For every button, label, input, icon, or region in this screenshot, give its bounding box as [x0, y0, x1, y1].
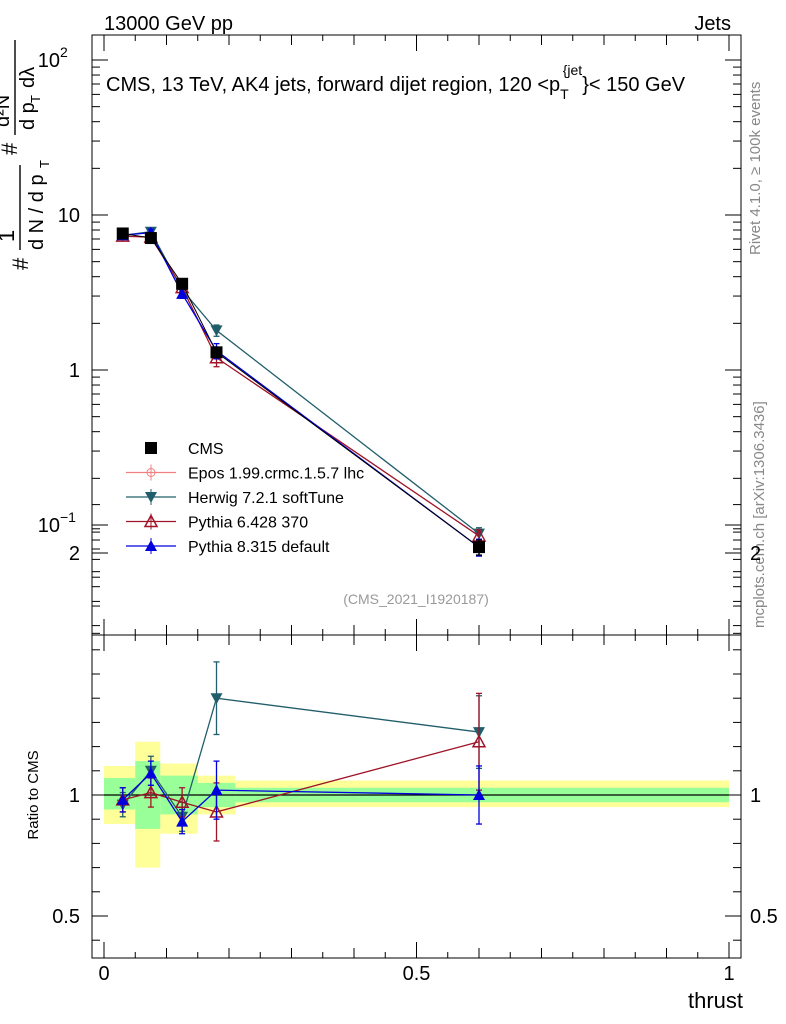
legend-label-pythia-8-315-default: Pythia 8.315 default — [188, 539, 330, 556]
point-cms — [116, 227, 129, 240]
analysis-id: (CMS_2021_I1920187) — [343, 591, 489, 607]
ratio-ytick-label-right: 0.5 — [750, 906, 778, 928]
point-pythia-8-315-default — [144, 767, 157, 779]
ratio-ytick-label: 2 — [69, 543, 80, 565]
point-pythia-8-315-default — [210, 784, 223, 796]
point-pythia-6-428-370 — [174, 794, 190, 809]
point-cms — [144, 232, 157, 245]
legend-marker-pythia-6-428-370 — [143, 513, 159, 528]
ylabel-one: 1 — [0, 230, 19, 242]
legend-marker-cms — [145, 442, 157, 454]
ratio-xtick-label: 0 — [98, 963, 109, 985]
point-pythia-8-315-default — [176, 287, 189, 299]
header-right: Jets — [694, 13, 731, 35]
main-ytick-label: 10 — [38, 50, 60, 72]
ratio-ticks: 0.5 0.5 1 1 2 2 0 0.5 1 — [52, 504, 778, 985]
ratio-xtick-label: 1 — [723, 963, 734, 985]
ylabel-T1: T — [37, 160, 52, 168]
ylabel-d2N: d²N — [0, 95, 14, 127]
ratio-series — [115, 661, 487, 842]
ratio-ytick-label-right: 1 — [750, 785, 761, 807]
ratio-ytick-label: 0.5 — [52, 906, 80, 928]
mcplots-label: mcplots.cern.ch [arXiv:1306.3436] — [751, 401, 768, 628]
x-axis-label: thrust — [688, 988, 743, 1013]
legend: CMS Epos 1.99.crmc.1.5.7 lhc Herwig 7.2.1 … — [126, 441, 364, 556]
legend-marker-pythia-8-315-default — [145, 540, 157, 551]
legend-label-pythia-6-428-370: Pythia 6.428 370 — [188, 515, 308, 532]
ylabel-hash-2: # — [0, 142, 22, 155]
ratio-ytick-label: 1 — [69, 785, 80, 807]
title-close: } — [582, 74, 589, 96]
point-pythia-6-428-370 — [143, 785, 159, 799]
legend-marker-epos-1-99-crmc-1-5-7-lhc — [145, 466, 157, 479]
point-herwig-7-2-1-softtune — [210, 325, 223, 337]
main-ytick-label: 10 — [38, 515, 60, 537]
rivet-label: Rivet 4.1.0, ≥ 100k events — [747, 82, 764, 255]
main-ylabel: # 1 d N / d p T # d²N d p T dλ — [0, 40, 52, 270]
main-ytick-label: 10 — [58, 205, 80, 227]
ratio-xtick-label: 0.5 — [403, 963, 431, 985]
point-pythia-6-428-370 — [471, 734, 487, 748]
ratio-panel: 0.5 0.5 1 1 2 2 0 0.5 1 Ratio to CMS thrust — [25, 504, 778, 1013]
point-herwig-7-2-1-softtune — [210, 693, 223, 705]
point-pythia-8-315-default — [473, 789, 485, 800]
main-ytick-label-exp: 2 — [60, 44, 68, 60]
point-cms — [176, 277, 189, 290]
legend-label-cms: CMS — [188, 441, 224, 458]
point-cms — [210, 346, 223, 359]
plot-title: CMS, 13 TeV, AK4 jets, forward dijet reg… — [106, 62, 686, 102]
legend-label-herwig-7-2-1-softtune: Herwig 7.2.1 softTune — [188, 490, 344, 507]
ratio-ylabel: Ratio to CMS — [25, 750, 42, 839]
header-left: 13000 GeV pp — [104, 13, 233, 35]
title-sup: {jet — [563, 62, 583, 78]
title-tail: < 150 GeV — [589, 74, 686, 96]
ylabel-dN: d N / d p — [26, 174, 48, 250]
point-cms — [473, 541, 485, 554]
main-ytick-label-exp: −1 — [60, 509, 76, 525]
main-series — [115, 226, 487, 557]
ratio-ytick-label-right: 2 — [750, 543, 761, 565]
ylabel-dl: dλ — [17, 67, 39, 88]
point-pythia-8-315-default — [176, 815, 189, 827]
title-main: CMS, 13 TeV, AK4 jets, forward dijet reg… — [106, 74, 560, 96]
point-pythia-8-315-default — [116, 793, 129, 805]
ylabel-T2: T — [28, 95, 43, 103]
main-ytick-label: 1 — [69, 360, 80, 382]
ylabel-dpt: d p — [17, 102, 39, 130]
legend-marker-herwig-7-2-1-softtune — [145, 492, 157, 503]
ylabel-hash: # — [8, 257, 33, 270]
legend-label-epos-1-99-crmc-1-5-7-lhc: Epos 1.99.crmc.1.5.7 lhc — [188, 466, 364, 483]
title-sub: T — [560, 86, 569, 102]
